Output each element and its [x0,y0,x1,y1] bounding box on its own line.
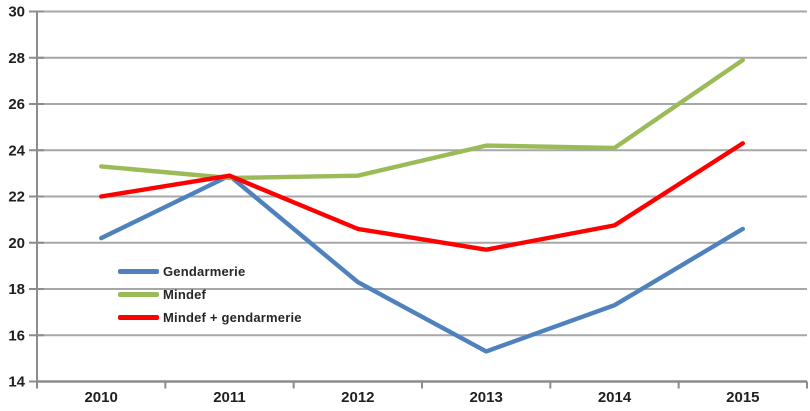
series-line-mindef-gendarmerie [98,141,745,252]
y-axis-label: 18 [8,281,25,298]
y-axis-label: 14 [8,374,25,391]
y-axis-label: 28 [8,50,25,67]
y-axis-label: 30 [8,4,25,21]
legend-item-mindef-gendarmerie: Mindef + gendarmerie [118,310,302,325]
series-line-mindef [98,57,745,181]
legend-label-gendarmerie: Gendarmerie [163,264,246,279]
y-axis-label: 24 [8,142,25,159]
x-axis-label: 2013 [469,389,502,406]
legend-swatch-mindef [118,292,159,297]
legend-item-mindef: Mindef [118,287,302,302]
chart-legend: Gendarmerie Mindef Mindef + gendarmerie [118,264,302,333]
legend-label-mindef-gendarmerie: Mindef + gendarmerie [163,310,302,325]
x-axis-label: 2010 [84,389,117,406]
legend-item-gendarmerie: Gendarmerie [118,264,302,279]
legend-label-mindef: Mindef [163,287,207,302]
y-axis-label: 22 [8,189,25,206]
y-axis-label: 20 [8,235,25,252]
x-axis-label: 2015 [726,389,759,406]
y-axis-label: 26 [8,96,25,113]
series-line-gendarmerie [98,173,745,354]
legend-swatch-gendarmerie [118,269,159,274]
x-axis-label: 2011 [213,389,246,406]
legend-swatch-mindef-gendarmerie [118,315,159,320]
x-axis-label: 2014 [598,389,632,406]
x-axis-label: 2012 [341,389,374,406]
y-axis-label: 16 [8,327,25,344]
